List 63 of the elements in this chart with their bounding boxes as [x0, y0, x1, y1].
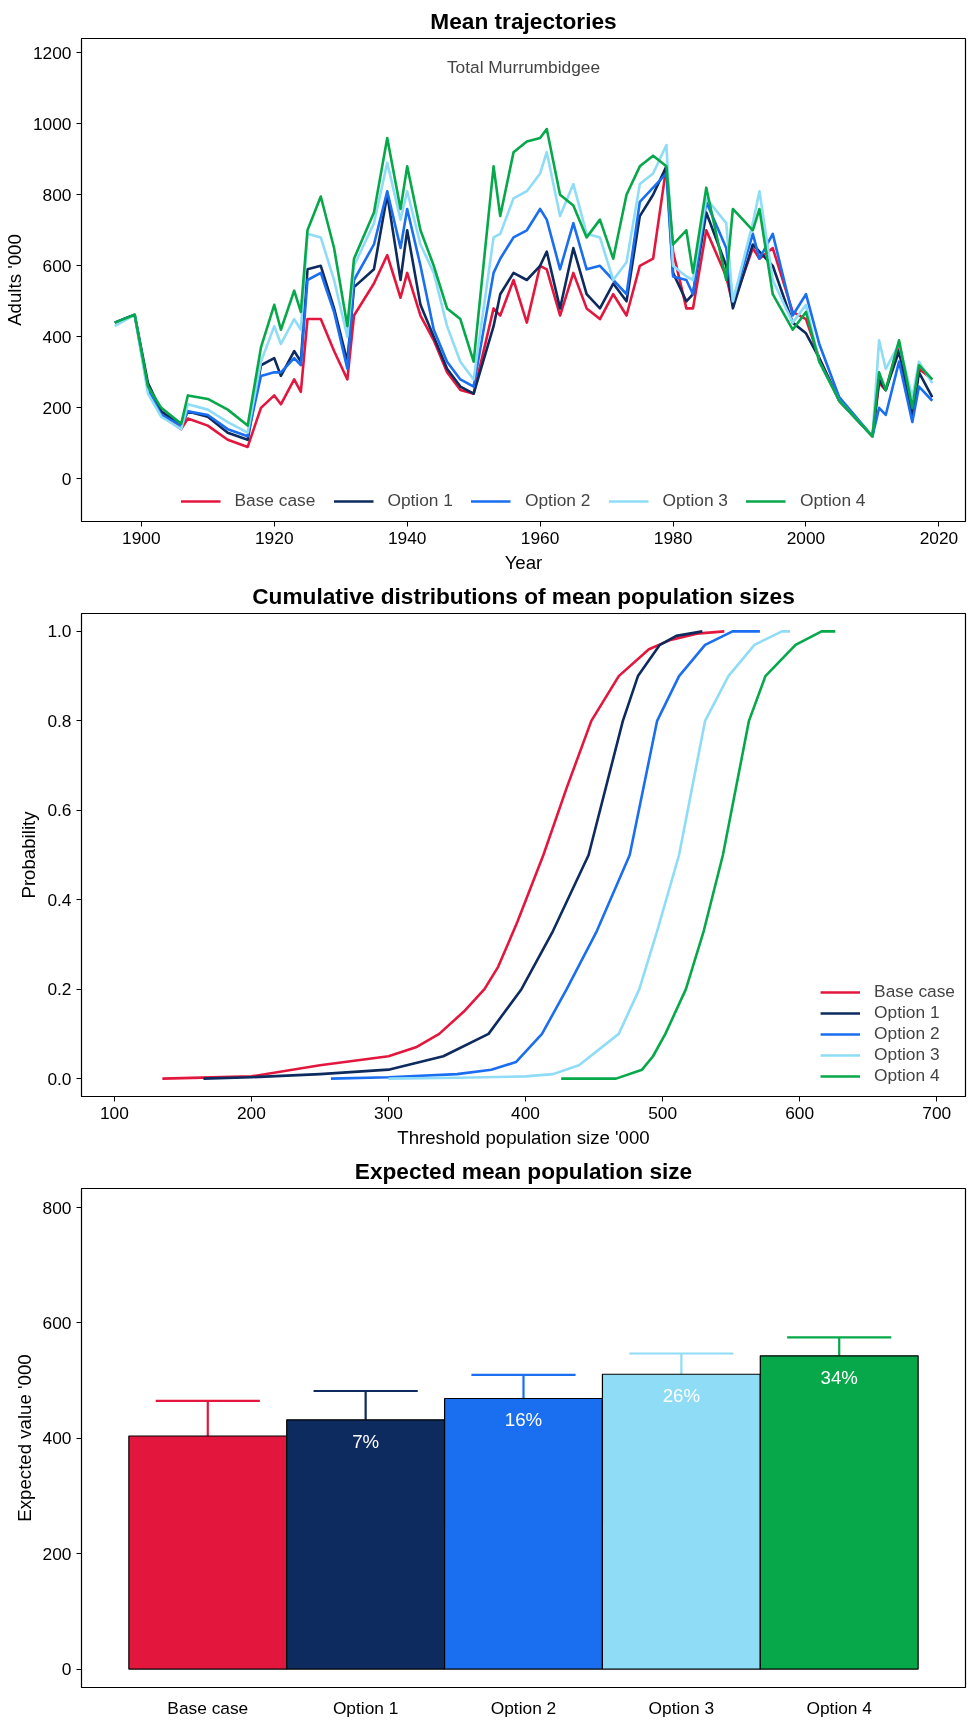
y-tick-label: 1.0 [47, 621, 72, 642]
legend-label: Option 3 [874, 1044, 940, 1065]
y-tick-label: 600 [42, 1312, 72, 1333]
y-tick-label: 0 [61, 468, 72, 489]
x-tick-label: 1980 [653, 527, 693, 548]
y-tick-label: 400 [42, 1428, 72, 1449]
y-tick-label: 800 [42, 184, 72, 205]
y-tick-label: 0.2 [47, 979, 72, 1000]
annotation: 26% [662, 1385, 701, 1407]
x-tick-label: 2020 [919, 527, 959, 548]
x-tick-label: 300 [374, 1102, 403, 1123]
y-axis-title: Probability [18, 810, 40, 899]
annotation: 34% [820, 1366, 858, 1388]
y-tick-label: 0.8 [47, 710, 72, 731]
legend-label: Base case [874, 981, 955, 1002]
y-tick-label: 1000 [32, 113, 72, 134]
y-tick-label: 0 [61, 1659, 72, 1680]
y-axis-title: Adults '000 [3, 234, 25, 326]
y-tick-label: 800 [42, 1197, 72, 1218]
x-tick-label: Option 3 [648, 1697, 715, 1718]
annotation: 16% [504, 1409, 543, 1431]
legend-label: Option 1 [387, 490, 453, 511]
x-tick-label: Base case [167, 1697, 249, 1718]
chart-title: Expected mean population size [354, 1157, 693, 1184]
legend-label: Option 4 [874, 1065, 940, 1086]
legend-label: Option 2 [524, 490, 591, 511]
legend-label: Option 1 [874, 1002, 940, 1023]
y-tick-label: 400 [42, 326, 72, 347]
x-tick-label: Option 4 [806, 1697, 873, 1718]
y-tick-label: 0.0 [47, 1068, 72, 1089]
x-tick-label: 700 [922, 1102, 952, 1123]
x-axis-title: Year [504, 551, 543, 573]
y-tick-label: 0.6 [47, 800, 72, 821]
line-series [329, 630, 762, 1080]
legend-label: Option 2 [874, 1023, 940, 1044]
x-tick-label: 1960 [520, 527, 560, 548]
line-series [559, 630, 837, 1080]
x-axis-title: Threshold population size '000 [397, 1126, 650, 1148]
x-tick-label: 100 [99, 1102, 129, 1123]
y-axis-title: Expected value '000 [13, 1354, 35, 1522]
annotation: Total Murrumbidgee [446, 56, 601, 77]
y-tick-label: 600 [42, 255, 72, 276]
x-tick-label: 500 [648, 1102, 678, 1123]
x-tick-label: 1920 [254, 527, 294, 548]
x-tick-label: 1940 [387, 527, 427, 548]
y-tick-label: 0.4 [47, 889, 72, 910]
x-tick-label: Option 2 [490, 1697, 557, 1718]
line-series [387, 630, 792, 1080]
x-tick-label: 2000 [786, 527, 826, 548]
x-tick-label: 200 [236, 1102, 266, 1123]
x-tick-label: Option 1 [332, 1697, 399, 1718]
x-tick-label: 400 [511, 1102, 541, 1123]
y-tick-label: 200 [42, 397, 72, 418]
x-tick-label: 600 [785, 1102, 815, 1123]
annotation: 7% [352, 1430, 380, 1452]
legend-label: Option 3 [662, 490, 728, 511]
chart-title: Mean trajectories [430, 7, 617, 34]
legend-label: Base case [234, 490, 316, 511]
legend-label: Option 4 [799, 490, 866, 511]
y-tick-label: 200 [42, 1543, 72, 1564]
chart-title: Cumulative distributions of mean population sizes [252, 582, 795, 609]
y-tick-label: 1200 [32, 42, 72, 63]
x-tick-label: 1900 [122, 527, 161, 548]
